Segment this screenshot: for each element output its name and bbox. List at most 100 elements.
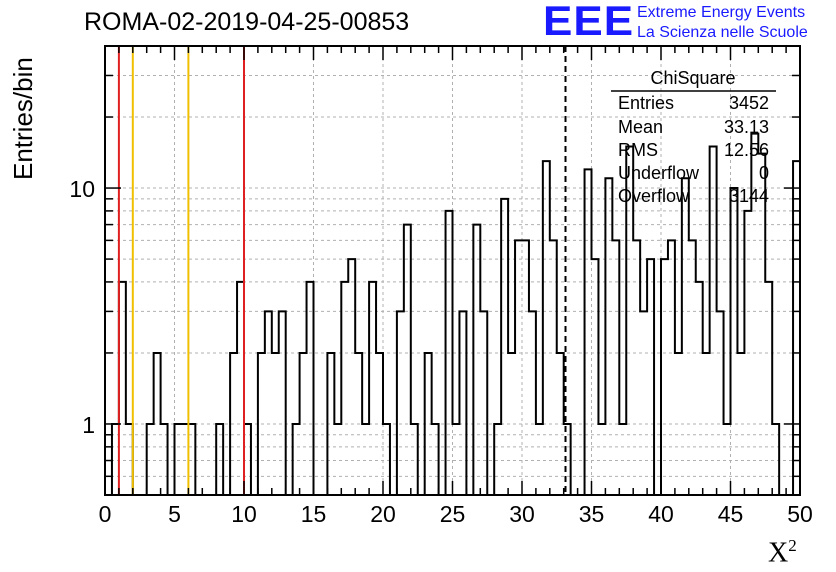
logo-line-2: La Scienza nelle Scuole: [637, 24, 808, 41]
histogram-bin: [411, 424, 418, 495]
histogram-bin: [237, 282, 244, 495]
histogram-bin: [598, 424, 605, 495]
histogram-bin: [161, 424, 168, 495]
histogram-bin: [425, 353, 432, 495]
histogram-bin: [188, 424, 195, 495]
stat-value-rms: 12.56: [723, 140, 769, 160]
histogram-bin: [181, 424, 188, 495]
y-tick-label: 10: [69, 176, 95, 202]
histogram-bin: [682, 178, 689, 495]
histogram-bin: [355, 353, 362, 495]
x-axis-label-base: X: [768, 537, 789, 569]
histogram-bin: [453, 424, 460, 495]
histogram-bin: [585, 169, 592, 495]
stat-value-underflow: 0: [758, 163, 769, 183]
x-tick-label: 0: [99, 501, 112, 527]
histogram-bin: [272, 353, 279, 495]
histogram-bin: [640, 311, 647, 495]
x-tick-label: 40: [648, 501, 674, 527]
histogram-bin: [696, 282, 703, 495]
histogram-bin: [724, 424, 731, 495]
histogram-bin: [265, 311, 272, 495]
histogram-bin: [147, 424, 154, 495]
histogram-bin: [230, 353, 237, 495]
histogram-bin: [307, 282, 314, 495]
histogram-bin: [154, 353, 161, 495]
histogram-bin: [404, 225, 411, 495]
histogram-bin: [175, 424, 182, 495]
histogram-bin: [362, 424, 369, 495]
histogram-bin: [327, 353, 334, 495]
histogram-bin: [501, 199, 508, 495]
eee-logo-mark: EEE: [543, 0, 635, 45]
x-tick-label: 45: [718, 501, 744, 527]
histogram-bin: [710, 146, 717, 495]
histogram-bin: [550, 240, 557, 495]
histogram-bin: [376, 353, 383, 495]
histogram-bin: [557, 353, 564, 495]
histogram-bin: [633, 240, 640, 495]
histogram-bin: [522, 240, 529, 495]
histogram-bin: [369, 282, 376, 495]
histogram-bin: [661, 259, 668, 495]
x-tick-label: 50: [787, 501, 813, 527]
histogram-bin: [119, 282, 126, 495]
histogram-bin: [765, 282, 772, 495]
histogram-bin: [473, 225, 480, 495]
stat-value-overflow: 3144: [728, 186, 769, 206]
logo-line-1: Extreme Energy Events: [637, 4, 806, 21]
chart-title: ROMA-02-2019-04-25-00853: [84, 8, 410, 36]
histogram-bin: [341, 282, 348, 495]
histogram-bin: [383, 424, 390, 495]
histogram-bin: [744, 211, 751, 495]
histogram-bin: [737, 353, 744, 495]
histogram-bin: [279, 311, 286, 495]
histogram-bin: [216, 424, 223, 495]
x-tick-label: 25: [440, 501, 466, 527]
grid-lines: [105, 46, 800, 495]
histogram-bin: [494, 424, 501, 495]
axes: 0 5 10 15 20 25 30 35 40 45 50 1 10: [69, 45, 813, 527]
histogram-bin: [605, 178, 612, 495]
histogram-bin: [543, 161, 550, 495]
histogram-bin: [508, 353, 515, 495]
histogram-bin: [647, 259, 654, 495]
x-tick-label: 10: [231, 501, 257, 527]
stat-label-underflow: Underflow: [618, 163, 700, 183]
histogram-bars: [105, 132, 800, 496]
histogram-bin: [300, 353, 307, 495]
marker-lines: [117, 46, 567, 495]
histogram-bin: [772, 424, 779, 495]
histogram-bin: [675, 353, 682, 495]
stat-value-mean: 33.13: [723, 117, 769, 137]
histogram-bin: [446, 211, 453, 495]
histogram-bin: [397, 311, 404, 495]
histogram-bin: [126, 424, 133, 495]
stats-title: ChiSquare: [650, 68, 736, 88]
histogram-bin: [432, 424, 439, 495]
histogram-bin: [480, 311, 487, 495]
histogram-bin: [689, 240, 696, 495]
histogram-bin: [334, 424, 341, 495]
histogram-bin: [703, 353, 710, 495]
histogram-bin: [536, 424, 543, 495]
histogram-bin: [348, 259, 355, 495]
stat-label-rms: RMS: [618, 140, 658, 160]
histogram-bin: [515, 240, 522, 495]
y-axis-label: Entries/bin: [8, 57, 38, 180]
x-tick-label: 35: [579, 501, 605, 527]
x-tick-label: 30: [509, 501, 535, 527]
x-axis-label: X2: [768, 536, 797, 569]
histogram-bin: [244, 424, 251, 495]
histogram-bin: [293, 424, 300, 495]
stat-label-overflow: Overflow: [618, 186, 690, 206]
histogram-bin: [619, 424, 626, 495]
histogram-bin: [529, 311, 536, 495]
histogram-bin: [668, 240, 675, 495]
stat-label-mean: Mean: [618, 117, 664, 137]
histogram-bin: [717, 311, 724, 495]
histogram-outline: [105, 132, 800, 496]
y-tick-label: 1: [82, 412, 95, 438]
x-tick-label: 15: [301, 501, 327, 527]
